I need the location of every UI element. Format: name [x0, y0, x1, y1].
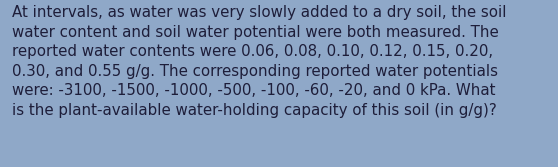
- Text: At intervals, as water was very slowly added to a dry soil, the soil
water conte: At intervals, as water was very slowly a…: [12, 5, 507, 118]
